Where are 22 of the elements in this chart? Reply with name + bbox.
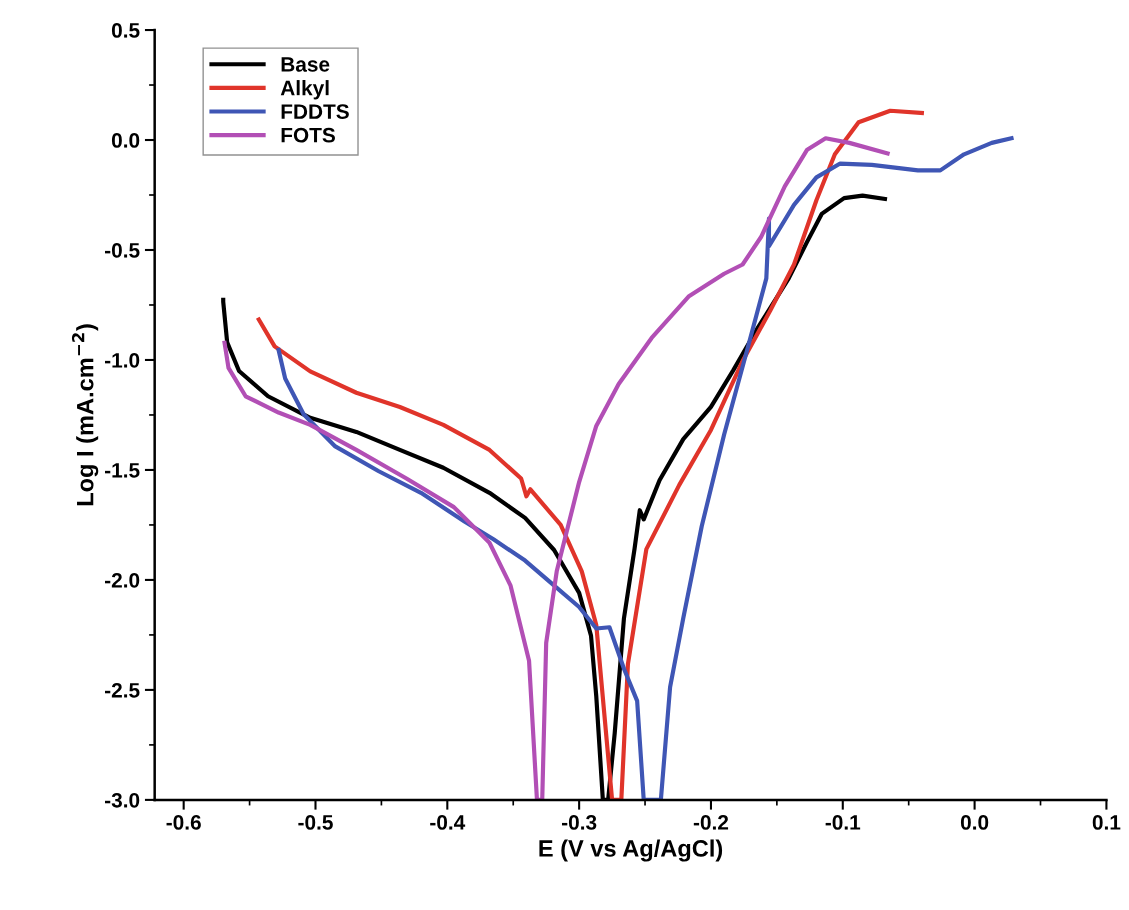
x-axis-title: E (V vs Ag/AgCl) [539, 839, 723, 862]
y-tick-label: -2.5 [105, 682, 140, 698]
x-tick-label: -0.4 [430, 815, 466, 830]
legend-label: Base [281, 57, 330, 72]
y-tick-label: -2.0 [105, 572, 140, 588]
x-tick-label: -0.5 [298, 815, 333, 830]
x-tick-label: -0.6 [166, 815, 201, 830]
y-tick-label: -1.0 [105, 352, 140, 368]
x-tick-label: 0.1 [1092, 815, 1121, 830]
y-tick-label: -3.0 [105, 792, 140, 808]
legend-label: Alkyl [280, 80, 329, 100]
x-tick-label: 0.0 [960, 815, 989, 830]
y-tick-label: -0.5 [105, 242, 140, 258]
y-tick-label: 0.0 [111, 133, 140, 148]
legend-label: FOTS [281, 127, 335, 143]
x-tick-label: -0.2 [693, 815, 729, 830]
legend-label: FDDTS [281, 104, 349, 119]
y-tick-label: 0.5 [111, 23, 140, 38]
x-tick-label: -0.1 [825, 815, 861, 830]
y-axis-title: Log I (mA.cm$^{−2}$) [71, 324, 99, 506]
x-tick-label: -0.3 [562, 815, 597, 830]
y-tick-label: -1.5 [105, 463, 140, 478]
